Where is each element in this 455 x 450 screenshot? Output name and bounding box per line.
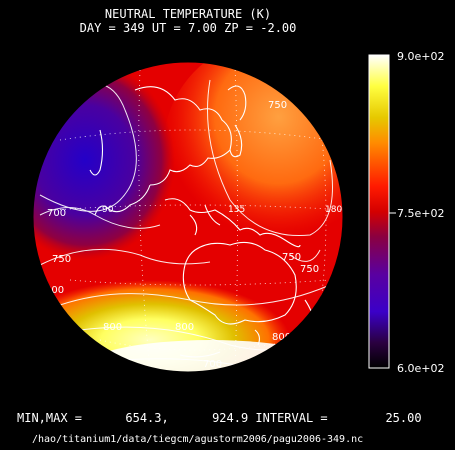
contour-label: 800 xyxy=(103,322,122,333)
contour-label: 750 xyxy=(52,254,71,265)
longitude-label: 90 xyxy=(102,205,114,215)
contour-label: 700 xyxy=(203,359,222,370)
contour-label: 750 xyxy=(268,100,287,111)
plot-subtitle: DAY = 349 UT = 7.00 ZP = -2.00 xyxy=(80,21,297,35)
colorbar-max-label: 9.0e+02 xyxy=(397,50,444,63)
contour-label: 700 xyxy=(310,332,329,343)
globe-outline xyxy=(32,61,344,373)
colorbar-min-label: 6.0e+02 xyxy=(397,362,444,375)
contour-label: 800 xyxy=(272,332,291,343)
contour-label: 700 xyxy=(338,172,357,183)
contour-label: 750 xyxy=(282,252,301,263)
file-path: /hao/titanium1/data/tiegcm/agustorm2006/… xyxy=(32,434,363,445)
plot-title: NEUTRAL TEMPERATURE (K) xyxy=(105,7,271,21)
globe: 700 750 750 800 800 750 700 700 750 800 … xyxy=(33,62,357,372)
longitude-label: 180 xyxy=(325,205,342,215)
stats-readout: MIN,MAX = 654.3, 924.9 INTERVAL = 25.00 xyxy=(17,411,422,425)
contour-label: 700 xyxy=(47,208,66,219)
longitude-label: 135 xyxy=(228,205,245,215)
contour-label: 800 xyxy=(175,322,194,333)
colorbar xyxy=(368,54,390,369)
colorbar-mid-label: 7.5e+02 xyxy=(397,207,444,220)
contour-label: 750 xyxy=(300,264,319,275)
contour-label: 800 xyxy=(45,285,64,296)
